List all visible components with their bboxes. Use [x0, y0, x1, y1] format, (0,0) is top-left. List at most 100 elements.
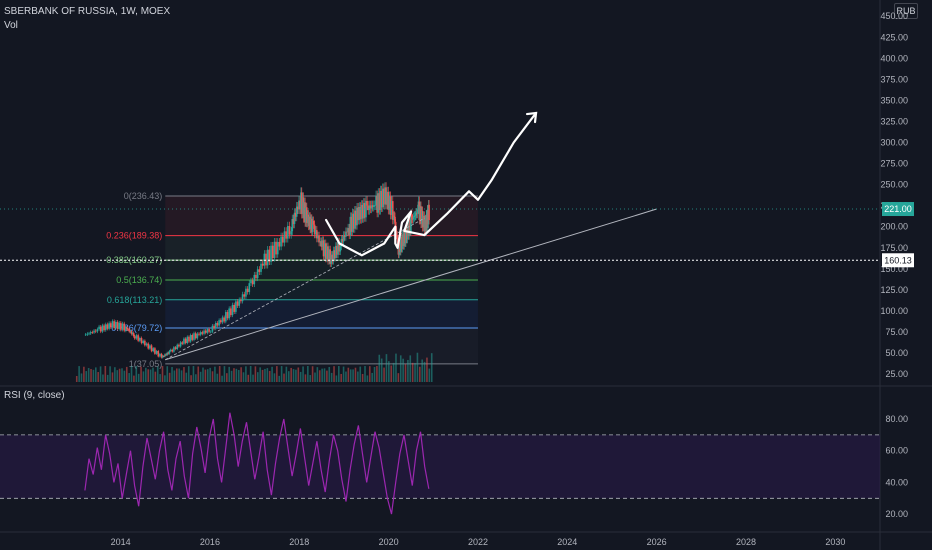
candle: [89, 332, 92, 334]
volume-bar: [156, 366, 159, 382]
volume-bar: [209, 367, 211, 382]
volume-bar: [125, 366, 128, 382]
volume-bar: [87, 368, 90, 382]
volume-bar: [133, 375, 135, 382]
candle: [253, 274, 256, 285]
candle: [93, 330, 95, 333]
candle: [140, 337, 143, 344]
price-tick-label: 425.00: [880, 32, 908, 42]
candle: [194, 333, 197, 339]
volume-bar: [230, 370, 233, 382]
candle: [294, 212, 297, 217]
candle: [157, 351, 160, 357]
candle: [275, 241, 277, 255]
candle: [290, 231, 292, 235]
candle: [263, 253, 266, 266]
candle: [299, 200, 301, 210]
volume-bar: [116, 370, 119, 382]
volume-bar: [321, 368, 323, 382]
volume-bar: [102, 374, 104, 382]
time-tick-label: 2028: [736, 537, 756, 547]
volume-bar: [183, 367, 185, 382]
candle: [139, 337, 141, 341]
volume-bar: [340, 373, 342, 382]
volume-bar: [245, 366, 247, 382]
candle: [128, 329, 131, 332]
candle: [220, 320, 222, 323]
candle: [381, 188, 384, 208]
volume-bar: [130, 366, 133, 382]
volume-bar: [264, 368, 266, 382]
candle: [309, 216, 311, 229]
candle: [206, 329, 209, 333]
candle: [238, 299, 241, 306]
candle: [127, 329, 129, 331]
volume-bar: [404, 364, 407, 382]
candle: [410, 214, 412, 233]
time-tick-label: 2026: [647, 537, 667, 547]
volume-bar: [154, 371, 157, 382]
candle: [376, 195, 378, 213]
volume-bar: [78, 366, 80, 382]
candle: [312, 220, 315, 225]
price-tick-label: 50.00: [885, 348, 908, 358]
volume-bar: [311, 366, 314, 382]
candle: [330, 254, 333, 264]
candle: [179, 342, 182, 347]
volume-bar: [388, 361, 390, 382]
volume-bar: [328, 366, 331, 382]
candle: [159, 353, 161, 357]
candle: [203, 330, 205, 334]
candle: [228, 308, 230, 319]
volume-bar: [94, 367, 97, 382]
candle: [106, 324, 109, 329]
volume-bar: [309, 375, 312, 382]
volume-bar: [423, 361, 426, 382]
candle: [371, 205, 374, 207]
candle: [372, 205, 375, 207]
candle: [411, 219, 414, 220]
candle: [287, 226, 289, 239]
candle: [108, 323, 110, 329]
candle: [270, 245, 272, 262]
fib-zone: [165, 279, 478, 300]
volume-bar: [142, 371, 145, 382]
volume-bar: [268, 370, 271, 382]
candle: [348, 228, 351, 235]
candle: [401, 234, 404, 249]
candle: [394, 216, 396, 224]
candle: [318, 235, 320, 243]
candle: [356, 207, 358, 226]
price-tick-label: 100.00: [880, 306, 908, 316]
candle: [359, 207, 362, 220]
candle: [104, 324, 107, 331]
candle: [403, 231, 406, 246]
volume-bar: [164, 375, 166, 382]
candle: [96, 329, 99, 332]
candle: [405, 228, 407, 244]
volume-bar: [261, 369, 264, 382]
candle: [418, 201, 421, 221]
candle: [366, 200, 368, 206]
candle: [292, 219, 295, 224]
volume-bar: [316, 367, 319, 382]
volume-bar: [402, 358, 404, 382]
volume-bar: [190, 375, 192, 382]
candle: [420, 206, 422, 224]
fib-zone: [165, 327, 478, 364]
candle: [415, 212, 417, 216]
candle: [370, 205, 373, 209]
candle: [305, 207, 308, 223]
candle: [340, 238, 343, 247]
volume-bar: [411, 362, 414, 382]
currency-badge[interactable]: RUB: [894, 3, 918, 19]
candle: [361, 204, 364, 219]
candle: [130, 331, 133, 334]
candle: [314, 230, 317, 235]
candle: [211, 325, 214, 332]
candle: [400, 236, 403, 249]
candle: [378, 193, 381, 210]
candle: [265, 253, 267, 266]
candle: [145, 343, 148, 346]
